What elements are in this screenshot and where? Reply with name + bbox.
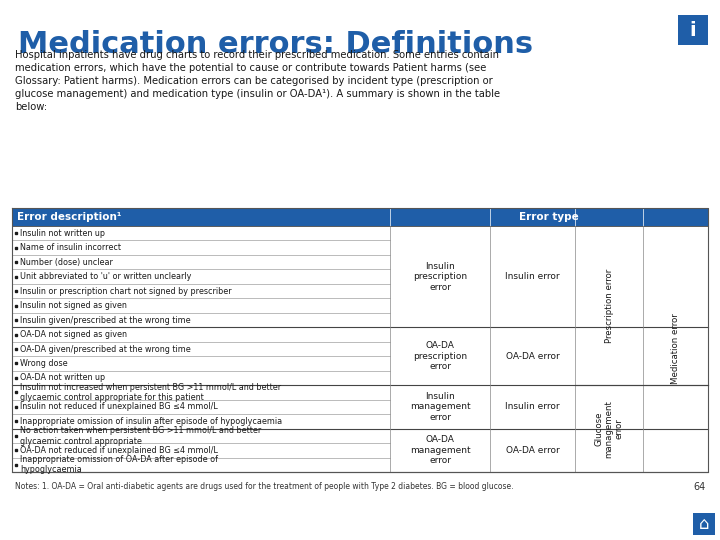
Text: Insulin given/prescribed at the wrong time: Insulin given/prescribed at the wrong ti… [20,315,191,325]
Text: Notes: 1. OA-DA = Oral anti-diabetic agents are drugs used for the treatment of : Notes: 1. OA-DA = Oral anti-diabetic age… [15,482,513,491]
Text: OA-DA given/prescribed at the wrong time: OA-DA given/prescribed at the wrong time [20,345,191,354]
Text: ⌂: ⌂ [698,515,709,533]
Text: OA-DA
management
error: OA-DA management error [410,435,470,465]
Text: Insulin
prescription
error: Insulin prescription error [413,262,467,292]
Text: Medication error: Medication error [671,314,680,384]
Text: Insulin not signed as given: Insulin not signed as given [20,301,127,310]
Text: Insulin not written up: Insulin not written up [20,229,105,238]
Text: Hospital inpatients have drug charts to record their prescribed medication. Some: Hospital inpatients have drug charts to … [15,50,499,60]
Text: Error type: Error type [519,212,579,222]
Text: 64: 64 [694,482,706,492]
Text: Inappropriate omission of insulin after episode of hypoglycaemia: Inappropriate omission of insulin after … [20,417,282,426]
Text: OA-DA
prescription
error: OA-DA prescription error [413,341,467,371]
Text: below:: below: [15,102,47,112]
Text: Insulin not reduced if unexplained BG ≤4 mmol/L: Insulin not reduced if unexplained BG ≤4… [20,402,217,411]
Text: No action taken when persistent BG >11 mmol/L and better
glycaemic control appro: No action taken when persistent BG >11 m… [20,426,261,445]
FancyBboxPatch shape [678,15,708,45]
Text: OA-DA not signed as given: OA-DA not signed as given [20,330,127,339]
Text: Glucose
management
error: Glucose management error [594,400,624,457]
Text: Insulin
management
error: Insulin management error [410,392,470,422]
Text: Insulin error: Insulin error [505,402,560,411]
Text: OA-DA not written up: OA-DA not written up [20,374,105,382]
Text: Glossary: Patient harms). Medication errors can be categorised by incident type : Glossary: Patient harms). Medication err… [15,76,492,86]
Text: i: i [690,21,696,39]
Text: Number (dose) unclear: Number (dose) unclear [20,258,113,267]
Bar [12,208,708,226]
Text: glucose management) and medication type (insulin or OA-DA¹). A summary is shown : glucose management) and medication type … [15,89,500,99]
Bar [693,513,715,535]
Text: OA-DA error: OA-DA error [505,446,559,455]
Text: OA-DA not reduced if unexplained BG ≤4 mmol/L: OA-DA not reduced if unexplained BG ≤4 m… [20,446,218,455]
Text: Prescription error: Prescription error [605,268,613,343]
Text: Inappropriate omission of OA-DA after episode of
hypoglycaemia: Inappropriate omission of OA-DA after ep… [20,455,218,475]
Text: Wrong dose: Wrong dose [20,359,68,368]
Text: Insulin not increased when persistent BG >11 mmol/L and better
glycaemic control: Insulin not increased when persistent BG… [20,383,281,402]
Text: Insulin or prescription chart not signed by prescriber: Insulin or prescription chart not signed… [20,287,232,295]
Text: Medication errors: Definitions: Medication errors: Definitions [18,30,533,59]
Text: OA-DA error: OA-DA error [505,352,559,361]
Text: Name of insulin incorrect: Name of insulin incorrect [20,243,121,252]
Text: Error description¹: Error description¹ [17,212,122,222]
Text: Insulin error: Insulin error [505,272,560,281]
Text: medication errors, which have the potential to cause or contribute towards Patie: medication errors, which have the potent… [15,63,487,73]
Text: Unit abbreviated to 'u' or written unclearly: Unit abbreviated to 'u' or written uncle… [20,272,192,281]
